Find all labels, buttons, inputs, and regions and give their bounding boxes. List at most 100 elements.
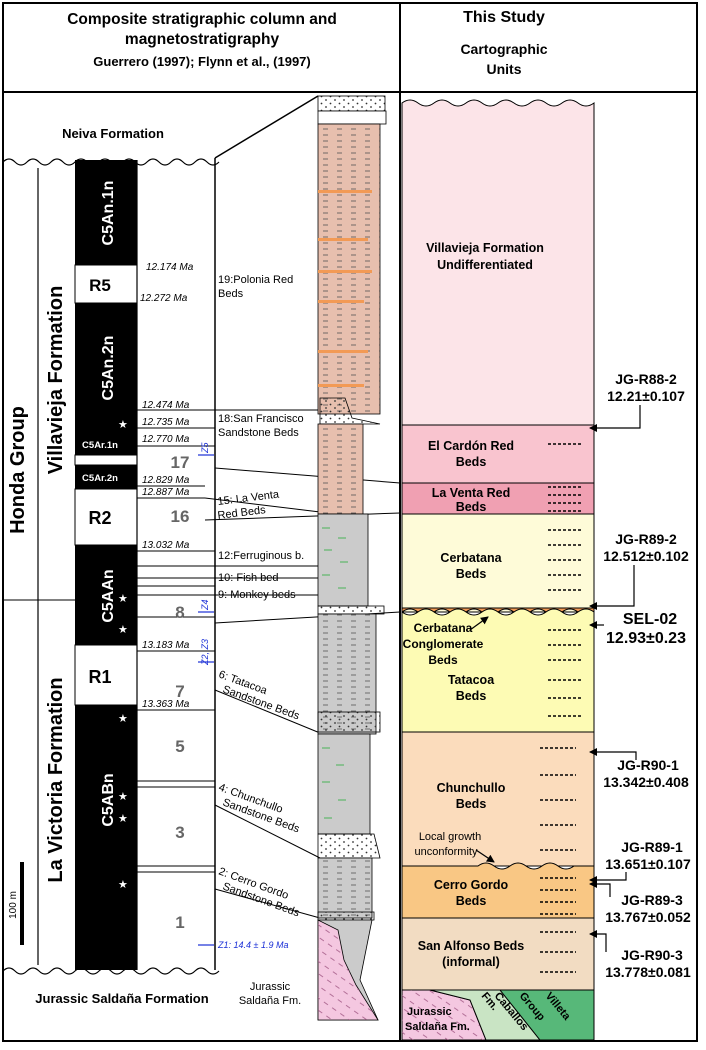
unit-label-el-cardon-2: Beds (456, 455, 487, 469)
figure-frame (2, 2, 698, 1042)
conglomerate-label-1: Cerbatana (414, 621, 473, 635)
svg-text:★: ★ (118, 713, 128, 725)
unit-tatacoa (401, 608, 595, 733)
polarity-column (74, 160, 138, 970)
unit-villeta (498, 989, 595, 1041)
svg-text:★: ★ (118, 624, 128, 636)
unit-label-cerbatana-2: Beds (456, 567, 487, 581)
age-12770: 12.770 Ma (142, 434, 190, 445)
chron-label-c5ar1n: C5Ar.1n (82, 440, 118, 451)
zone-z1: Z1: 14.4 ± 1.9 Ma (217, 940, 288, 950)
sample-jg-r89-3-id: JG-R89-3 (621, 892, 683, 908)
bed-19-line1: 19:Polonia Red (218, 274, 293, 286)
bed-number-1: 1 (175, 913, 184, 932)
chron-c5ar1n (75, 433, 137, 455)
sample-jg-r90-3-id: JG-R90-3 (621, 947, 683, 963)
conglomerate-label-3: Beds (428, 653, 458, 667)
bed-number-7: 7 (175, 682, 184, 701)
growth-unconformity-1: Local growth (419, 831, 481, 843)
sample-sel-02-id: SEL-02 (623, 611, 677, 628)
chron-label-r2: R2 (88, 508, 111, 528)
left-title-line2: magnetostratigraphy (125, 31, 280, 48)
sample-jg-r90-1-id: JG-R90-1 (617, 757, 679, 773)
unit-la-venta (401, 482, 595, 515)
bed-number-8: 8 (175, 603, 184, 622)
unit-label-el-cardon-1: El Cardón Red (428, 439, 514, 453)
villavieja-formation-label: Villavieja Formation (45, 286, 67, 475)
unit-label-la-venta-1: La Venta Red (432, 486, 511, 500)
unit-cerro-gordo (401, 862, 595, 919)
zone-z2-z3: Z2, Z3 (200, 639, 210, 666)
right-subtitle-line2: Units (487, 61, 522, 77)
unit-label-la-venta-2: Beds (456, 500, 487, 514)
growth-unconformity-2: unconformity (415, 846, 478, 858)
unit-label-cerbatana-1: Cerbatana (440, 551, 502, 565)
chron-label-c5abn: C5ABn (100, 773, 117, 826)
chron-label-c5an2n: C5An.2n (100, 336, 117, 401)
sample-jg-r88-2-id: JG-R88-2 (615, 371, 677, 387)
left-title-line1: Composite stratigraphic column and (67, 11, 337, 28)
right-title: This Study (463, 9, 545, 26)
bed-number-3: 3 (175, 823, 184, 842)
svg-text:★: ★ (118, 879, 128, 891)
conglomerate-label-2: Conglomerate (403, 637, 484, 651)
unit-cerbatana (401, 513, 595, 613)
basement-saldana-2: Saldaña Fm. (405, 1021, 470, 1033)
cartographic-units (401, 99, 595, 1041)
right-subtitle-line1: Cartographic (460, 41, 547, 57)
unit-caballos (429, 989, 542, 1041)
sample-jg-r88-2-age: 12.21±0.107 (607, 388, 685, 404)
unit-label-cerro-gordo-1: Cerro Gordo (434, 878, 509, 892)
unit-label-chunchullo-2: Beds (456, 797, 487, 811)
chron-label-r1: R1 (88, 667, 111, 687)
unit-san-alfonso (401, 917, 595, 991)
age-13032: 13.032 Ma (142, 540, 190, 551)
chron-c5abn (75, 705, 137, 970)
age-12887: 12.887 Ma (142, 487, 190, 498)
chron-c5ar2n (75, 465, 137, 489)
unit-chunchullo (401, 731, 595, 867)
sample-jg-r89-1-id: JG-R89-1 (621, 839, 683, 855)
age-12272: 12.272 Ma (140, 293, 188, 304)
bed-15-line1: 15: La Venta (217, 488, 281, 508)
zone-z5: Z5 (200, 442, 210, 454)
chron-label-r5: R5 (89, 276, 111, 295)
svg-text:★: ★ (118, 419, 128, 431)
sample-jg-r90-3-age: 13.778±0.081 (605, 964, 691, 980)
chron-r5 (74, 264, 138, 304)
bed-18-line1: 18:San Francisco (218, 413, 304, 425)
sample-jg-r90-1-age: 13.342±0.408 (603, 774, 689, 790)
unit-label-san-alfonso-1: San Alfonso Beds (418, 939, 525, 953)
unit-label-villavieja-2: Undifferentiated (437, 258, 533, 272)
chron-label-c5aan: C5AAn (100, 569, 117, 622)
sample-jg-r89-3-age: 13.767±0.052 (605, 909, 691, 925)
saldana-formation-label: Jurassic Saldaña Formation (35, 991, 208, 1006)
unit-label-san-alfonso-2: (informal) (442, 955, 500, 969)
sample-sel-02-age: 12.93±0.23 (606, 630, 686, 647)
chron-c5an1n (75, 160, 137, 265)
age-12829: 12.829 Ma (142, 475, 190, 486)
chron-label-c5ar2n: C5Ar.2n (82, 473, 118, 484)
honda-group-label: Honda Group (7, 406, 29, 534)
la-victoria-formation-label: La Victoria Formation (45, 677, 67, 882)
bed-number-16: 16 (171, 507, 190, 526)
svg-text:★: ★ (118, 813, 128, 825)
left-citation: Guerrero (1997); Flynn et al., (1997) (93, 54, 310, 69)
bed-12: 12:Ferruginous b. (218, 550, 304, 562)
unit-label-villavieja-1: Villavieja Formation (426, 241, 544, 255)
neiva-formation-label: Neiva Formation (62, 126, 164, 141)
age-13363: 13.363 Ma (142, 699, 190, 710)
svg-text:★: ★ (118, 593, 128, 605)
polarity-stars: ★ ★ ★ ★ ★ ★ ★ (118, 419, 128, 891)
chron-label-c5an1n: C5An.1n (100, 181, 117, 246)
sample-jg-r89-2-id: JG-R89-2 (615, 531, 677, 547)
bed-18-line2: Sandstone Beds (218, 427, 299, 439)
bed-19-line2: Beds (218, 288, 244, 300)
unit-label-tatacoa-2: Beds (456, 689, 487, 703)
bed-number-5: 5 (175, 737, 184, 756)
unit-label-cerro-gordo-2: Beds (456, 894, 487, 908)
lithology-column (317, 95, 387, 1021)
bed-15-line2: Red Beds (217, 504, 267, 522)
unit-el-cardon (401, 424, 595, 484)
